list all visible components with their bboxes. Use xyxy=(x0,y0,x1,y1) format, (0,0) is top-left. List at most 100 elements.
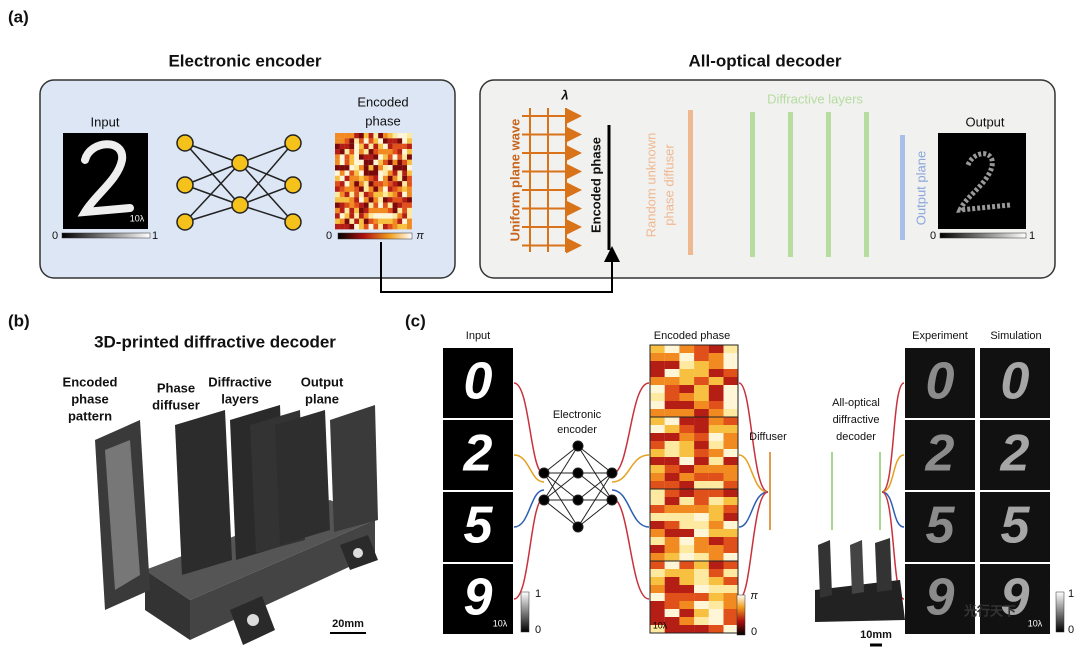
input-image xyxy=(443,348,513,418)
pixel xyxy=(650,577,665,586)
column-label: Experiment xyxy=(912,330,968,342)
pixel xyxy=(368,186,374,192)
diffuser-label: Random unknown xyxy=(643,133,658,238)
output-image xyxy=(980,564,1050,634)
scale-label: 10λ xyxy=(493,618,508,628)
pixel xyxy=(723,425,739,434)
pixel xyxy=(368,181,374,187)
pixel xyxy=(650,625,665,634)
pixel xyxy=(387,143,393,150)
pixel xyxy=(402,202,408,208)
pixel xyxy=(363,202,369,208)
pixel xyxy=(708,553,724,562)
pixel xyxy=(679,481,695,490)
pixel xyxy=(392,191,398,198)
pixel xyxy=(354,170,360,176)
pixel xyxy=(359,202,364,208)
pixel xyxy=(354,197,360,203)
pixel xyxy=(339,159,345,166)
pixel xyxy=(664,625,680,634)
pixel xyxy=(664,569,680,578)
pixel xyxy=(368,213,374,219)
pixel xyxy=(664,497,680,506)
pixel xyxy=(387,170,393,176)
pixel xyxy=(392,197,398,203)
pixel xyxy=(650,561,665,570)
pixel xyxy=(694,593,709,602)
pixel xyxy=(383,143,388,150)
pixel xyxy=(650,553,665,562)
pixel xyxy=(335,191,340,198)
pixel xyxy=(363,170,369,176)
pixel xyxy=(650,537,665,546)
colorbar-label: 1 xyxy=(535,588,541,600)
curve xyxy=(738,454,769,493)
pixel xyxy=(694,449,709,458)
edge xyxy=(239,204,294,223)
curve xyxy=(513,454,545,483)
pixel xyxy=(335,165,340,171)
pixel xyxy=(339,213,345,219)
scale-label: 10λ xyxy=(130,213,145,223)
pixel xyxy=(339,138,345,144)
pixel xyxy=(650,345,665,354)
pixel xyxy=(723,585,739,594)
pixel xyxy=(397,218,403,224)
pixel xyxy=(387,181,393,187)
node xyxy=(231,154,249,172)
pixel xyxy=(344,197,350,203)
pixel xyxy=(344,175,350,182)
pixel xyxy=(407,186,412,192)
pixel xyxy=(373,133,379,139)
pixel xyxy=(650,617,665,626)
digit: 5 xyxy=(926,497,956,555)
pixel xyxy=(679,497,695,506)
encoded-phase-image xyxy=(335,133,412,230)
part-label: Encoded xyxy=(63,374,118,389)
pixel xyxy=(708,585,724,594)
pixel xyxy=(694,361,709,370)
pixel xyxy=(378,165,384,171)
pixel xyxy=(373,191,379,198)
pixel xyxy=(407,165,412,171)
pixel xyxy=(378,223,384,230)
pixel xyxy=(354,149,360,155)
pixel xyxy=(679,449,695,458)
part-label: diffuser xyxy=(152,397,200,412)
output-image xyxy=(980,420,1050,490)
output-image xyxy=(905,420,975,490)
edge xyxy=(239,184,294,206)
pixel xyxy=(664,577,680,586)
pixel xyxy=(354,133,360,139)
pixel xyxy=(335,186,340,192)
pixel xyxy=(359,149,364,155)
encoded-label: Encoded xyxy=(357,94,408,109)
input-image xyxy=(443,420,513,490)
pixel xyxy=(387,218,393,224)
pixel xyxy=(363,207,369,214)
encoded-phase-images xyxy=(649,344,739,634)
pixel xyxy=(664,385,680,394)
pixel xyxy=(335,154,340,160)
curve xyxy=(881,454,905,493)
pixel xyxy=(664,473,680,482)
column-label: Encoded phase xyxy=(654,330,730,342)
pixel xyxy=(359,154,364,160)
pixel xyxy=(402,197,408,203)
panel-label: (a) xyxy=(8,7,29,26)
pixel xyxy=(397,181,403,187)
pixel xyxy=(723,577,739,586)
pixel xyxy=(694,385,709,394)
pixel xyxy=(368,165,374,171)
diffractive-layer xyxy=(750,112,755,257)
node xyxy=(176,176,194,194)
pixel xyxy=(359,143,364,150)
digit: 2 xyxy=(1000,425,1030,483)
pixel xyxy=(679,593,695,602)
pixel xyxy=(723,473,739,482)
colorbar xyxy=(939,232,1027,239)
pixel xyxy=(694,345,709,354)
pixel xyxy=(694,601,709,610)
pixel xyxy=(359,186,364,192)
edge xyxy=(543,445,579,501)
